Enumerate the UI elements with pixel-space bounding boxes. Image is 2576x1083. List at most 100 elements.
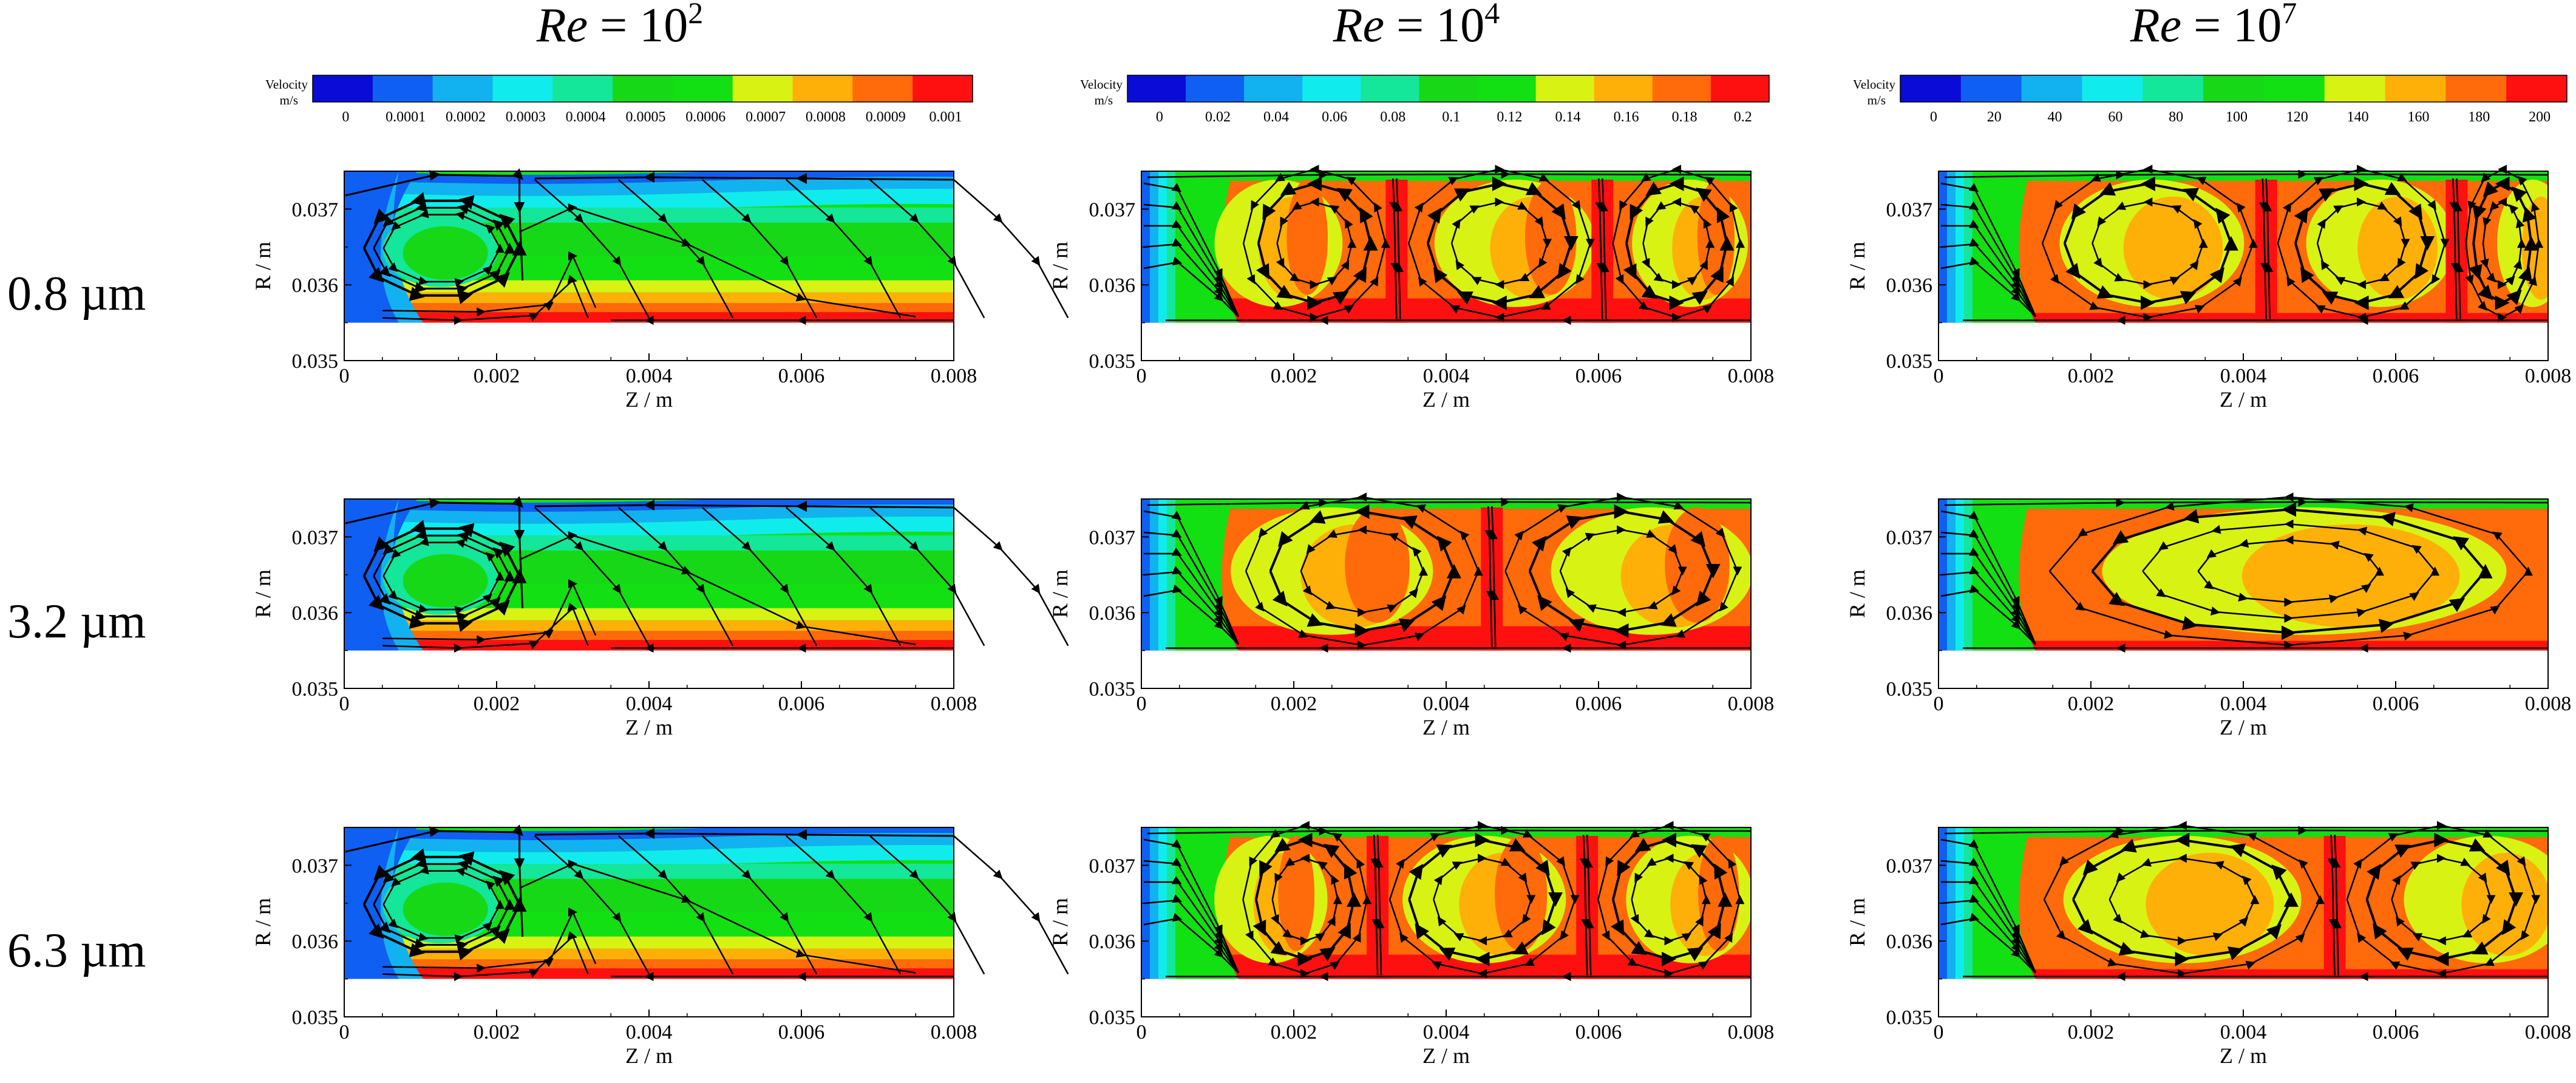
y-axis-label: R / m bbox=[1845, 242, 1869, 290]
colorbar-swatch bbox=[1960, 75, 2022, 102]
vortex-core-region bbox=[403, 554, 488, 608]
streamline bbox=[2197, 535, 2384, 607]
streamlines bbox=[345, 168, 1069, 325]
inlet-region bbox=[1964, 499, 1973, 651]
streamline bbox=[2294, 176, 2435, 310]
inlet-region bbox=[1964, 827, 1973, 979]
colorbar-tick-label: 180 bbox=[2468, 109, 2490, 125]
x-tick-label: 0.004 bbox=[626, 693, 673, 715]
axes: 0 0.002 0.004 0.006 0.008 0.035 0.036 0.037 Z / … bbox=[251, 171, 977, 412]
colorbar-swatch bbox=[1127, 75, 1186, 102]
streamline bbox=[1426, 176, 1579, 310]
column-title-2: Re = 104 bbox=[1333, 0, 1500, 52]
streamline bbox=[2142, 519, 2440, 623]
panel-1-3: 0 0.002 0.004 0.006 0.008 0.035 0.036 0.037 Z / … bbox=[251, 824, 1069, 1068]
y-tick-label: 0.036 bbox=[292, 274, 339, 297]
streamline bbox=[1393, 178, 1404, 319]
streamlines bbox=[1940, 492, 2549, 653]
velocity-field bbox=[344, 499, 954, 651]
colorbar-frame bbox=[1900, 75, 2568, 103]
streamline bbox=[519, 859, 916, 974]
colorbar-swatch bbox=[372, 75, 433, 102]
x-tick-label: 0.002 bbox=[2068, 693, 2115, 715]
y-axis-label: R / m bbox=[1845, 898, 1869, 946]
contour-band bbox=[344, 292, 954, 304]
streamline bbox=[2331, 834, 2342, 976]
x-axis-label: Z / m bbox=[1422, 1044, 1470, 1068]
y-tick-label: 0.036 bbox=[1886, 931, 1933, 953]
streamline bbox=[1583, 834, 1594, 976]
colorbar-swatch bbox=[2143, 75, 2204, 102]
streamline bbox=[382, 865, 505, 943]
colorbar-swatch bbox=[2445, 75, 2507, 102]
colorbar-tick-label: 0.0003 bbox=[506, 109, 546, 125]
y-tick-label: 0.037 bbox=[292, 855, 339, 877]
axes: 0 0.002 0.004 0.006 0.008 0.035 0.036 0.037 Z / … bbox=[251, 498, 977, 739]
y-tick-label: 0.037 bbox=[292, 199, 339, 221]
streamline bbox=[2072, 832, 2299, 966]
colorbar-tick-label: 0.12 bbox=[1497, 109, 1522, 125]
colorbar-swatch bbox=[792, 75, 853, 102]
streamline bbox=[1450, 197, 1552, 290]
title-exponent: 2 bbox=[688, 0, 703, 30]
velocity-field bbox=[1939, 827, 2548, 979]
x-tick-label: 0.004 bbox=[2220, 1021, 2267, 1044]
colorbar-tick-label: 0.0002 bbox=[446, 109, 486, 125]
title-variable: Re bbox=[1333, 0, 1384, 52]
streamline bbox=[786, 179, 902, 319]
colorbar-swatch bbox=[2324, 75, 2386, 102]
vortex-core-region bbox=[1286, 179, 1328, 295]
colorbar-title: Velocity bbox=[265, 77, 308, 92]
y-axis-label: R / m bbox=[1048, 898, 1072, 946]
y-tick-label: 0.035 bbox=[292, 678, 339, 701]
colorbar-swatch bbox=[552, 75, 613, 102]
streamline bbox=[382, 251, 597, 317]
x-axis-label: Z / m bbox=[2220, 1044, 2267, 1068]
streamline bbox=[1433, 854, 1536, 946]
streamlines bbox=[345, 824, 1069, 982]
colorbar-frame bbox=[312, 75, 973, 103]
colorbar-swatch bbox=[1419, 75, 1478, 102]
streamline bbox=[1143, 912, 1239, 974]
y-tick-label: 0.037 bbox=[1886, 526, 1933, 549]
streamline bbox=[382, 537, 505, 615]
streamline bbox=[2263, 178, 2274, 319]
axes: 0 0.002 0.004 0.006 0.008 0.035 0.036 0.037 Z / … bbox=[1845, 827, 2571, 1068]
x-axis-label: Z / m bbox=[1422, 387, 1470, 412]
inlet-region bbox=[1150, 171, 1159, 323]
colorbar-swatch bbox=[2263, 75, 2325, 102]
inlet-region bbox=[1158, 171, 1167, 323]
vortex-core-region bbox=[2461, 852, 2548, 956]
streamline bbox=[1271, 854, 1342, 946]
x-tick-label: 0.006 bbox=[2373, 693, 2419, 715]
x-tick-label: 0 bbox=[339, 693, 350, 715]
colorbar-swatch bbox=[1594, 75, 1653, 102]
axes: 0 0.002 0.004 0.006 0.008 0.035 0.036 0.037 Z / … bbox=[1048, 827, 1774, 1068]
colorbar-swatch bbox=[912, 75, 973, 102]
colorbar-swatch bbox=[852, 75, 913, 102]
streamline bbox=[786, 507, 902, 647]
colorbar-swatch bbox=[1535, 75, 1595, 102]
streamline bbox=[1256, 176, 1378, 310]
streamline bbox=[2092, 197, 2208, 290]
panel-1-1: 0 0.002 0.004 0.006 0.008 0.035 0.036 0.037 Z / … bbox=[251, 168, 1069, 412]
inlet-region bbox=[1956, 827, 1965, 979]
colorbar-tick-label: 0.0001 bbox=[386, 109, 426, 125]
streamline bbox=[869, 507, 985, 647]
streamline bbox=[534, 499, 954, 512]
x-axis-label: Z / m bbox=[625, 387, 673, 412]
streamlines bbox=[1143, 821, 1752, 982]
x-tick-label: 0.008 bbox=[1728, 1021, 1775, 1044]
inlet-region bbox=[1150, 499, 1159, 651]
x-axis-label: Z / m bbox=[2220, 715, 2267, 739]
y-axis-label: R / m bbox=[1845, 569, 1869, 618]
x-tick-label: 0.004 bbox=[626, 365, 673, 387]
title-exponent: 4 bbox=[1484, 0, 1500, 30]
axes: 0 0.002 0.004 0.006 0.008 0.035 0.036 0.037 Z / … bbox=[1048, 171, 1774, 412]
colorbar-tick-label: 60 bbox=[2108, 109, 2122, 125]
y-tick-label: 0.035 bbox=[1089, 350, 1136, 373]
x-tick-label: 0.004 bbox=[1423, 365, 1470, 387]
vortex-core-region bbox=[403, 882, 488, 936]
colorbar-tick-label: 0 bbox=[1930, 109, 1937, 125]
axes: 0 0.002 0.004 0.006 0.008 0.035 0.036 0.037 Z / … bbox=[251, 827, 977, 1068]
